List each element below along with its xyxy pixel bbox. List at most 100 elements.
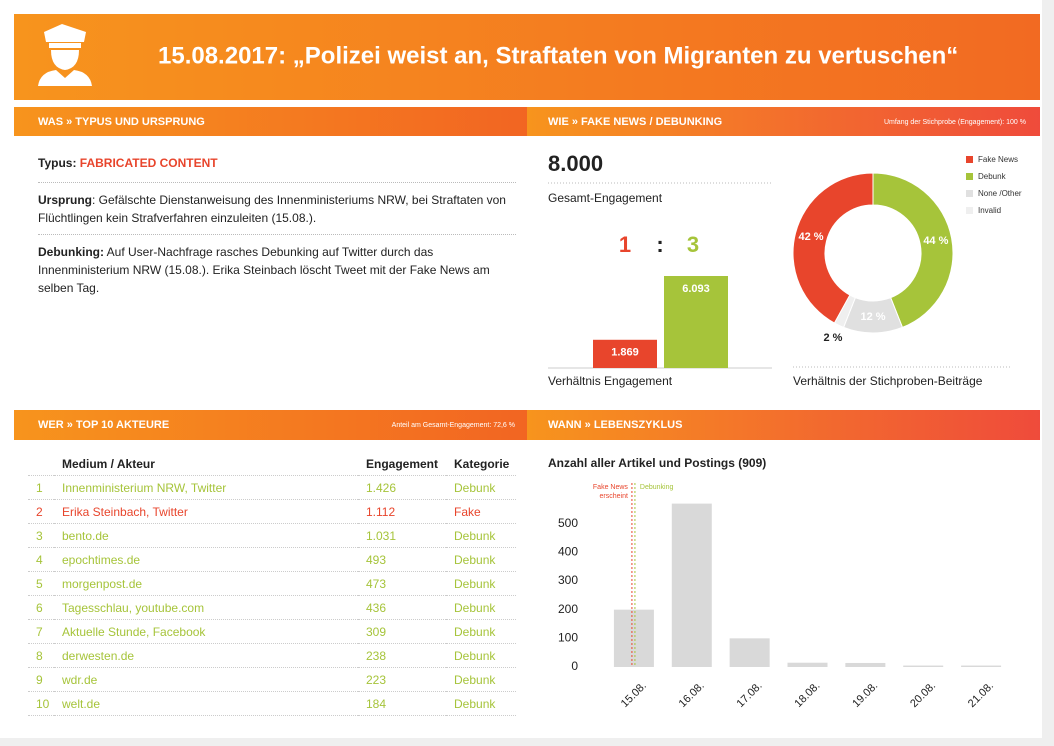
table-row: 5 morgenpost.de 473 Debunk [28, 571, 516, 596]
legend-swatch [966, 190, 973, 197]
legend-label: None /Other [978, 189, 1022, 198]
x-label: Verhältnis Engagement [548, 374, 673, 388]
actor-table: Medium / Akteur Engagement Kategorie 1 Innen… [28, 452, 516, 716]
annotation: Fake News [593, 484, 629, 491]
cell: 436 [358, 595, 446, 620]
header-band [14, 14, 1040, 100]
cell: 10 [28, 691, 54, 716]
x-tick-label: 16.08. [677, 680, 707, 710]
bar [961, 665, 1002, 667]
total-label: Gesamt-Engagement [548, 191, 663, 205]
table-row: 9 wdr.de 223 Debunk [28, 667, 516, 692]
cell: 3 [28, 523, 54, 548]
section-note: Umfang der Stichprobe (Engagement): 100 … [884, 119, 1026, 126]
cell: morgenpost.de [54, 571, 358, 596]
cell: 1.031 [358, 523, 446, 548]
typus: Typus: FABRICATED CONTENT [38, 154, 516, 172]
title: 15.08.2017: „Polizei weist an, Straftate… [158, 42, 958, 69]
section-header [14, 107, 527, 136]
bar [593, 339, 657, 368]
cell: wdr.de [54, 667, 358, 692]
table-row: 6 Tagesschlau, youtube.com 436 Debunk [28, 595, 516, 620]
ratio: 1 [619, 232, 631, 257]
x-tick-label: 21.08. [966, 680, 996, 710]
y-tick-label: 400 [558, 545, 578, 559]
typus-value: FABRICATED CONTENT [79, 156, 218, 170]
label: Debunking: [38, 245, 104, 259]
table-row: 4 epochtimes.de 493 Debunk [28, 547, 516, 572]
cell: 223 [358, 667, 446, 692]
cell: 309 [358, 619, 446, 644]
table-row: 3 bento.de 1.031 Debunk [28, 523, 516, 548]
cell: Aktuelle Stunde, Facebook [54, 619, 358, 644]
caption: Verhältnis der Stichproben-Beiträge [793, 374, 983, 388]
label: Typus: [38, 156, 77, 170]
cell: Debunk [446, 619, 516, 644]
x-tick-label: 20.08. [908, 680, 938, 710]
ratio: 3 [687, 232, 699, 257]
debunking: Debunking: Auf User-Nachfrage rasches De… [38, 243, 508, 297]
cell: 2 [28, 499, 54, 524]
police-icon [38, 24, 92, 86]
legend-label: Debunk [978, 172, 1007, 181]
value-label: 6.093 [682, 283, 710, 295]
cell: Debunk [446, 643, 516, 668]
column-header: Engagement [358, 452, 446, 476]
cell: 7 [28, 619, 54, 644]
section-title: WANN » LEBENSZYKLUS [548, 419, 682, 431]
cell: 238 [358, 643, 446, 668]
cell: Debunk [446, 595, 516, 620]
cell: Debunk [446, 571, 516, 596]
bar [664, 276, 728, 368]
column-header: Medium / Akteur [54, 452, 358, 476]
legend-swatch [966, 156, 973, 163]
bar [845, 662, 886, 667]
cell: bento.de [54, 523, 358, 548]
table-row: 1 Innenministerium NRW, Twitter 1.426 Debun… [28, 475, 516, 500]
cell: derwesten.de [54, 643, 358, 668]
separator [38, 182, 516, 183]
section-header [527, 410, 1040, 440]
cell: 1.112 [358, 499, 446, 524]
y-tick-label: 0 [571, 659, 578, 673]
cell: Innenministerium NRW, Twitter [54, 475, 358, 500]
cell: welt.de [54, 691, 358, 716]
cell: Debunk [446, 547, 516, 572]
donut-slice [872, 172, 954, 329]
section-title: WER » TOP 10 AKTEURE [38, 419, 169, 431]
bar [671, 503, 712, 667]
cell: 8 [28, 643, 54, 668]
chart-title: Anzahl aller Artikel und Postings (909) [548, 456, 766, 470]
value-label: 42 % [798, 231, 823, 243]
bar [729, 638, 770, 667]
cell: 5 [28, 571, 54, 596]
text: : Gefälschte Dienstanweisung des Innenmi… [38, 193, 506, 225]
x-tick-label: 18.08. [792, 680, 822, 710]
bar [613, 609, 654, 667]
y-tick-label: 300 [558, 573, 578, 587]
cell: epochtimes.de [54, 547, 358, 572]
cell: Debunk [446, 667, 516, 692]
y-tick-label: 500 [558, 516, 578, 530]
value-label: 12 % [860, 311, 885, 323]
x-tick-label: 15.08. [619, 680, 649, 710]
donut-slice [833, 294, 856, 329]
section-title: WAS » TYPUS UND URSPRUNG [38, 116, 205, 128]
legend-label: Fake News [978, 155, 1018, 164]
value-label: 44 % [923, 235, 948, 247]
donut-slice [792, 172, 874, 324]
legend-swatch [966, 173, 973, 180]
total: 8.000 [548, 151, 603, 176]
cell: Debunk [446, 523, 516, 548]
section-note: Anteil am Gesamt-Engagement: 72,6 % [392, 422, 515, 429]
section-header [14, 410, 527, 440]
bar [787, 662, 828, 667]
column-header: Kategorie [446, 452, 516, 476]
section-title: WIE » FAKE NEWS / DEBUNKING [548, 116, 722, 128]
table-row: 2 Erika Steinbach, Twitter 1.112 Fake [28, 499, 516, 524]
cell: 4 [28, 547, 54, 572]
cell: 493 [358, 547, 446, 572]
legend-label: Invalid [978, 206, 1001, 215]
